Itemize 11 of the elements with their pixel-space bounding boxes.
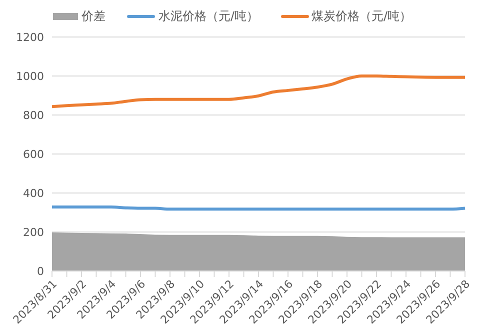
y-tick-label: 400 bbox=[23, 186, 44, 200]
y-tick-label: 1000 bbox=[16, 70, 44, 83]
legend-label: 水泥价格（元/吨） bbox=[158, 8, 258, 25]
y-tick-label: 0 bbox=[37, 264, 44, 278]
legend-label: 价差 bbox=[81, 8, 106, 25]
y-tick-label: 800 bbox=[23, 108, 44, 122]
legend-label: 煤炭价格（元/吨） bbox=[312, 8, 412, 25]
y-tick-label: 1200 bbox=[16, 30, 44, 44]
line-series bbox=[50, 74, 466, 108]
y-tick-label: 600 bbox=[23, 148, 44, 161]
y-tick-label: 200 bbox=[23, 226, 44, 239]
